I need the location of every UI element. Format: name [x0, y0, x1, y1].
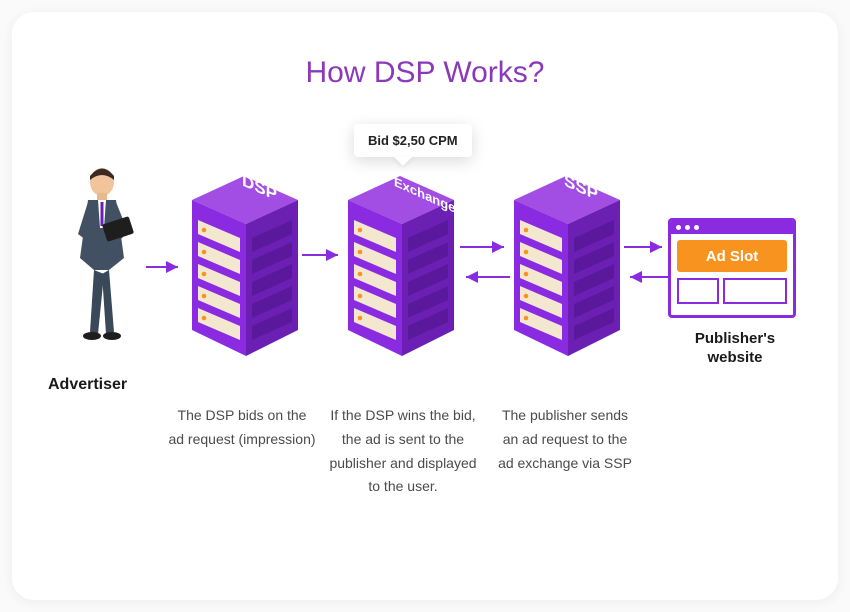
- arrow-site-to-ssp: [622, 270, 670, 284]
- caption-ssp: The publisher sends an ad request to the…: [494, 404, 636, 475]
- caption-dsp: The DSP bids on the ad request (impressi…: [168, 404, 316, 452]
- advertiser-label: Advertiser: [48, 376, 127, 394]
- arrow-ssp-to-site: [622, 240, 670, 254]
- diagram-card: How DSP Works?: [12, 12, 838, 600]
- publisher-label-l1: Publisher's: [695, 330, 775, 347]
- arrow-adx-to-ssp: [458, 240, 512, 254]
- publisher-label: Publisher's website: [670, 330, 800, 368]
- ad-slot: Ad Slot: [677, 240, 787, 272]
- site-grid: [671, 278, 793, 310]
- bid-bubble: Bid $2,50 CPM: [354, 124, 472, 157]
- site-cell: [677, 278, 719, 304]
- server-dsp: DSP: [186, 172, 296, 342]
- arrow-ssp-to-adx: [458, 270, 512, 284]
- server-ssp: SSP: [508, 172, 618, 342]
- browser-bar: [671, 221, 793, 234]
- publisher-website-card: Ad Slot: [668, 218, 796, 318]
- server-ad-exchange: Ad Exchange: [342, 172, 452, 342]
- diagram-stage: Advertiser: [12, 12, 838, 600]
- site-cell: [723, 278, 787, 304]
- caption-adx: If the DSP wins the bid, the ad is sent …: [328, 404, 478, 499]
- arrow-adv-to-dsp: [144, 260, 186, 274]
- arrow-dsp-to-adx: [300, 248, 346, 262]
- publisher-label-l2: website: [707, 349, 762, 366]
- advertiser-figure: [64, 162, 142, 342]
